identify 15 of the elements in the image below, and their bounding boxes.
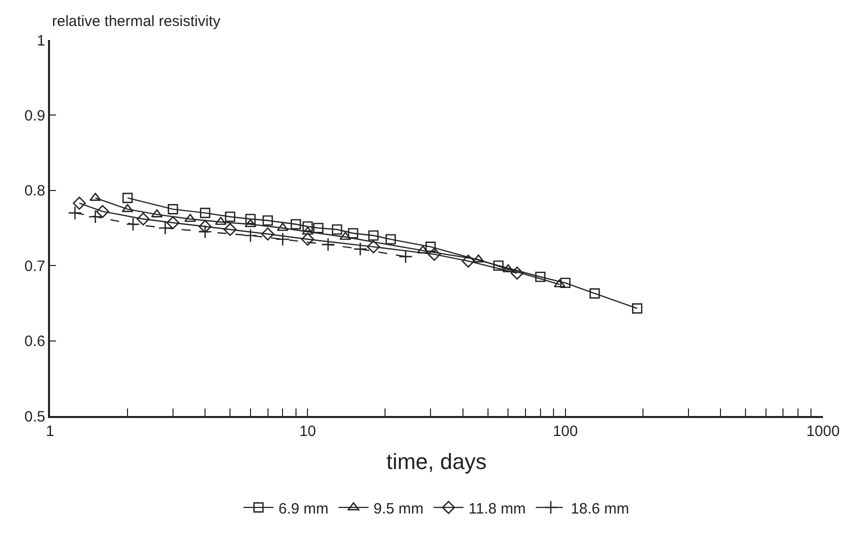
y-axis-title: relative thermal resistivity	[52, 13, 221, 30]
y-tick-label: 0.7	[24, 258, 46, 275]
y-tick-label: 0.5	[24, 408, 46, 426]
legend-label: 11.8 mm	[468, 500, 526, 518]
x-axis-title: time, days	[386, 449, 487, 474]
x-tick-label: 1000	[806, 422, 840, 440]
y-tick-label: 0.6	[24, 333, 46, 350]
x-tick-label: 100	[552, 422, 578, 440]
y-tick-label: 0.9	[24, 107, 46, 124]
legend-label: 6.9 mm	[278, 500, 329, 518]
legend-label: 9.5 mm	[374, 500, 424, 518]
y-tick-label: 1	[36, 32, 46, 50]
y-tick-label: 0.8	[24, 182, 46, 200]
legend-label: 18.6 mm	[570, 500, 630, 518]
x-tick-label: 10	[299, 422, 316, 440]
